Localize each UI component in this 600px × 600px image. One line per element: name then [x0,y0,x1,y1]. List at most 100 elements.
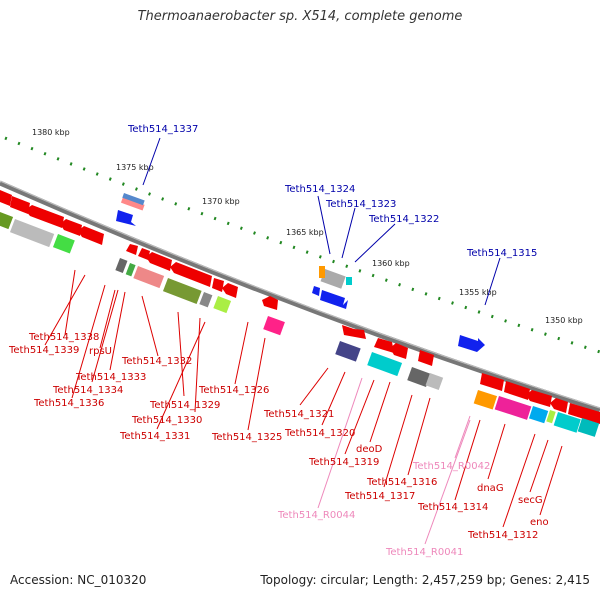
gene-label-teth514-1312: Teth514_1312 [467,530,538,541]
gene-label-rpsu: rpsU [89,346,112,357]
gene-box [133,266,165,289]
gene-box [162,278,202,304]
gene-box [494,396,532,420]
gene-label-teth514-r0044: Teth514_R0044 [277,510,355,521]
gene-label-teth514-1320: Teth514_1320 [284,428,355,439]
reverse-labels: Teth514_1338 Teth514_1339 rpsU Teth514_1… [8,332,549,541]
ruler-label-1355: 1355 kbp [459,288,497,297]
gene-label-teth514-1314: Teth514_1314 [417,502,488,513]
gene-arrow [320,290,348,309]
gene-arrow [78,226,104,245]
gene-arrow [312,286,320,296]
accession-label: Accession: NC_010320 [10,573,147,587]
gene-arrow [550,398,568,413]
gene-box [213,296,232,314]
gene-box [425,373,444,391]
gene-box [319,266,325,278]
gene-arrow [342,325,366,339]
ruler-label-1360: 1360 kbp [372,259,410,268]
genome-stats: Topology: circular; Length: 2,457,259 bp… [260,573,590,587]
rna-leader-lines [317,377,471,545]
gene-label-teth514-1317: Teth514_1317 [344,491,415,502]
gene-box [199,292,213,308]
gene-arrow [10,196,30,214]
rna-labels: Teth514_R0044 Teth514_R0042 Teth514_R004… [277,461,490,558]
gene-label-deod: deoD [356,444,383,455]
gene-label-teth514-1315: Teth514_1315 [466,248,537,259]
gene-arrow [60,219,82,236]
gene-box [125,263,136,277]
forward-leader-lines [142,137,501,306]
ruler-label-1380: 1380 kbp [32,128,70,137]
gene-box [346,277,352,285]
forward-labels: Teth514_1337 Teth514_1324 Teth514_1323 T… [127,124,537,259]
gene-arrow [212,278,224,292]
gene-label-teth514-1334: Teth514_1334 [52,385,123,396]
gene-label-teth514-r0042: Teth514_R0042 [412,461,490,472]
gene-box [0,212,14,230]
gene-label-teth514-1319: Teth514_1319 [308,457,379,468]
gene-label-teth514-1316: Teth514_1316 [366,477,437,488]
ruler-label-1350: 1350 kbp [545,316,583,325]
gene-box [577,418,600,437]
gene-arrow [116,210,136,226]
gene-arrow [390,343,408,359]
gene-label-teth514-1333: Teth514_1333 [75,372,146,383]
ruler-label-1370: 1370 kbp [202,197,240,206]
gene-arrow [170,262,212,287]
ruler-arc [4,136,600,354]
forward-features [116,193,485,352]
gene-label-teth514-1326: Teth514_1326 [198,385,269,396]
gene-arrow [126,244,138,255]
gene-arrow [0,190,12,206]
gene-label-teth514-1331: Teth514_1331 [119,431,190,442]
gene-box [528,405,549,424]
gene-box [120,197,145,211]
map-title: Thermoanaerobacter sp. X514, complete ge… [137,9,463,24]
gene-box [335,341,361,362]
gene-label-teth514-1324: Teth514_1324 [284,184,355,195]
gene-label-teth514-1321: Teth514_1321 [263,409,334,420]
gene-label-teth514-1330: Teth514_1330 [131,415,202,426]
gene-label-teth514-1332: Teth514_1332 [121,356,192,367]
gene-label-teth514-1325: Teth514_1325 [211,432,282,443]
gene-label-teth514-r0041: Teth514_R0041 [385,547,463,558]
gene-arrow [458,335,485,352]
gene-label-teth514-1323: Teth514_1323 [325,199,396,210]
ruler-label-1365: 1365 kbp [286,228,324,237]
gene-label-teth514-1329: Teth514_1329 [149,400,220,411]
gene-arrow [418,350,434,366]
gene-arrow [222,283,238,298]
gene-box [407,366,431,387]
gene-box [320,269,346,289]
gene-arrow [504,381,530,400]
gene-box [367,352,403,377]
gene-label-secg: secG [518,495,543,506]
reverse-features [0,190,600,437]
gene-box [115,258,128,274]
gene-label-teth514-1322: Teth514_1322 [368,214,439,225]
gene-arrow [25,205,64,228]
gene-label-dnag: dnaG [477,483,504,494]
ruler-labels: 1380 kbp 1375 kbp 1370 kbp 1365 kbp 1360… [32,128,583,325]
gene-box [553,412,581,433]
gene-arrow [262,296,278,310]
ruler-label-1375: 1375 kbp [116,163,154,172]
gene-label-eno: eno [530,517,549,528]
gene-arrow [526,390,552,407]
gene-arrow [480,373,504,391]
gene-arrow [146,252,172,271]
gene-box [473,390,498,410]
gene-box [263,316,285,336]
genome-backbone [0,180,600,413]
gene-label-teth514-1339: Teth514_1339 [8,345,79,356]
gene-box [546,410,556,424]
gene-label-teth514-1336: Teth514_1336 [33,398,104,409]
gene-box [9,219,55,248]
gene-label-teth514-1337: Teth514_1337 [127,124,198,135]
gene-label-teth514-1338: Teth514_1338 [28,332,99,343]
reverse-leader-lines [44,269,563,528]
gene-arrow [374,338,394,353]
gene-arrow [568,403,600,424]
